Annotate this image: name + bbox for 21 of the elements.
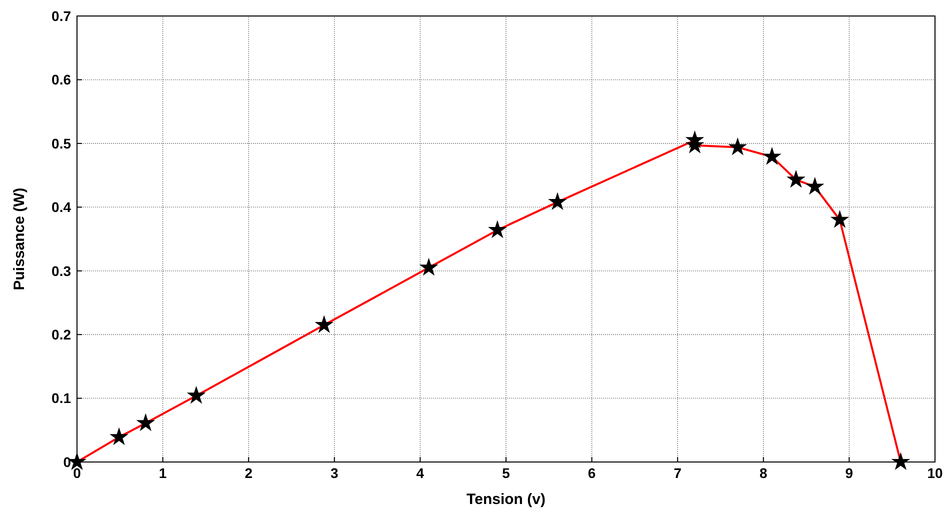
x-tick-label: 2 [244, 465, 253, 481]
x-tick-label: 10 [927, 465, 943, 481]
x-tick-label: 7 [674, 465, 682, 481]
y-tick-label: 0.1 [52, 390, 72, 406]
x-tick-label: 4 [416, 465, 424, 481]
y-tick-label: 0.4 [52, 199, 72, 216]
y-tick-label: 0.2 [52, 326, 72, 342]
x-tick-label: 1 [158, 465, 167, 481]
x-tick-label: 0 [73, 465, 82, 481]
x-axis-title: Tension (v) [466, 491, 546, 508]
y-tick-label: 0.7 [52, 8, 72, 24]
y-tick-label: 0.3 [52, 262, 72, 279]
y-axis-title: Puissance (W) [11, 188, 28, 290]
x-tick-label: 3 [330, 465, 338, 481]
x-tick-label: 6 [588, 465, 596, 481]
y-tick-label: 0.6 [52, 72, 72, 88]
y-tick-label: 0 [63, 454, 72, 470]
x-tick-label: 9 [845, 465, 854, 481]
y-tick-label: 0.5 [52, 135, 72, 152]
x-tick-label: 8 [760, 465, 768, 481]
x-tick-label: 5 [502, 465, 510, 481]
